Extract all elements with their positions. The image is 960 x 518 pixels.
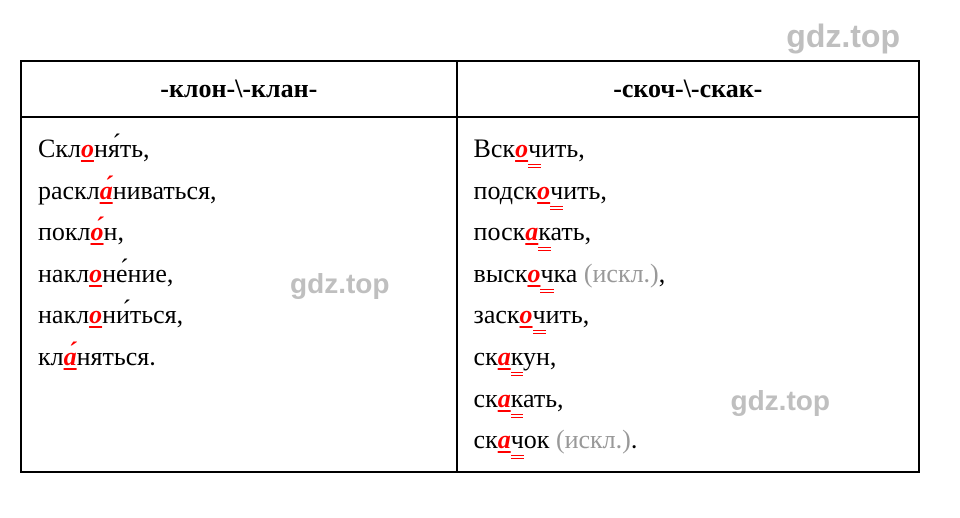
highlight-letter: о <box>89 300 102 329</box>
double-underline-letter: к <box>511 342 523 376</box>
highlight-letter: а́ <box>64 342 77 371</box>
word-suffix: ить, <box>546 300 590 329</box>
double-underline-letter: ч <box>550 176 563 210</box>
double-underline-letter: ч <box>533 300 546 334</box>
highlight-letter: а <box>498 425 511 454</box>
word-line: скачок (искл.). <box>474 419 902 461</box>
word-line: кла́няться. <box>38 336 440 378</box>
word-line: поскакать, <box>474 211 902 253</box>
word-line: Склоня́ть, <box>38 128 440 170</box>
word-prefix: ск <box>474 425 498 454</box>
highlight-letter: о <box>527 259 540 288</box>
double-underline-letter: к <box>511 384 523 418</box>
word-suffix: ниваться, <box>113 176 217 205</box>
word-line: выскочка (искл.), <box>474 253 902 295</box>
word-prefix: выск <box>474 259 528 288</box>
highlight-letter: о <box>520 300 533 329</box>
word-prefix: накл <box>38 300 89 329</box>
highlight-letter: о <box>515 134 528 163</box>
word-prefix: подск <box>474 176 538 205</box>
double-underline-letter: ч <box>540 259 553 293</box>
highlight-letter: о <box>89 259 102 288</box>
word-prefix: Скл <box>38 134 81 163</box>
root-table: -клон-\-клан- -скоч-\-скак- Склоня́ть, р… <box>20 60 920 473</box>
word-suffix: ать, <box>523 384 564 413</box>
word-suffix: ка <box>554 259 584 288</box>
word-line: наклони́ться, <box>38 294 440 336</box>
highlight-letter: о <box>81 134 94 163</box>
word-prefix: поск <box>474 217 526 246</box>
highlight-letter: а <box>498 342 511 371</box>
word-prefix: Вск <box>474 134 516 163</box>
word-suffix: ать, <box>551 217 592 246</box>
header-col1: -клон-\-клан- <box>21 61 457 117</box>
double-underline-letter: ч <box>511 425 524 459</box>
exception-note: (искл.) <box>556 425 631 454</box>
word-suffix: ун, <box>523 342 556 371</box>
highlight-letter: а <box>498 384 511 413</box>
highlight-letter: а́ <box>100 176 113 205</box>
double-underline-letter: ч <box>528 134 541 168</box>
word-suffix: няться. <box>77 342 156 371</box>
word-suffix: ить, <box>541 134 585 163</box>
word-prefix: покл <box>38 217 91 246</box>
word-line: скакать, <box>474 378 902 420</box>
header-row: -клон-\-клан- -скоч-\-скак- <box>21 61 919 117</box>
word-line: заскочить, <box>474 294 902 336</box>
highlight-letter: о <box>537 176 550 205</box>
data-row: Склоня́ть, раскла́ниваться, покло́н, нак… <box>21 117 919 472</box>
cell-col2: Вскочить, подскочить, поскакать, выскочк… <box>457 117 919 472</box>
word-prefix: накл <box>38 259 89 288</box>
word-suffix: ить, <box>563 176 607 205</box>
word-line: подскочить, <box>474 170 902 212</box>
word-line: наклоне́ние, <box>38 253 440 295</box>
word-suffix: ни́ться, <box>102 300 183 329</box>
watermark-top: gdz.top <box>786 18 900 55</box>
word-suffix: н, <box>104 217 124 246</box>
word-line: Вскочить, <box>474 128 902 170</box>
highlight-letter: а <box>525 217 538 246</box>
highlight-letter: о́ <box>91 217 104 246</box>
word-prefix: заск <box>474 300 520 329</box>
cell-col1: Склоня́ть, раскла́ниваться, покло́н, нак… <box>21 117 457 472</box>
header-col2: -скоч-\-скак- <box>457 61 919 117</box>
word-line: покло́н, <box>38 211 440 253</box>
word-prefix: ск <box>474 342 498 371</box>
word-prefix: раскл <box>38 176 100 205</box>
word-line: раскла́ниваться, <box>38 170 440 212</box>
double-underline-letter: к <box>538 217 550 251</box>
word-prefix: кл <box>38 342 64 371</box>
word-suffix: не́ние, <box>102 259 173 288</box>
word-end: . <box>631 425 638 454</box>
word-suffix: ня́ть, <box>94 134 150 163</box>
word-prefix: ск <box>474 384 498 413</box>
exception-note: (искл.) <box>584 259 659 288</box>
word-end: , <box>659 259 666 288</box>
word-suffix: ок <box>524 425 556 454</box>
word-line: скакун, <box>474 336 902 378</box>
